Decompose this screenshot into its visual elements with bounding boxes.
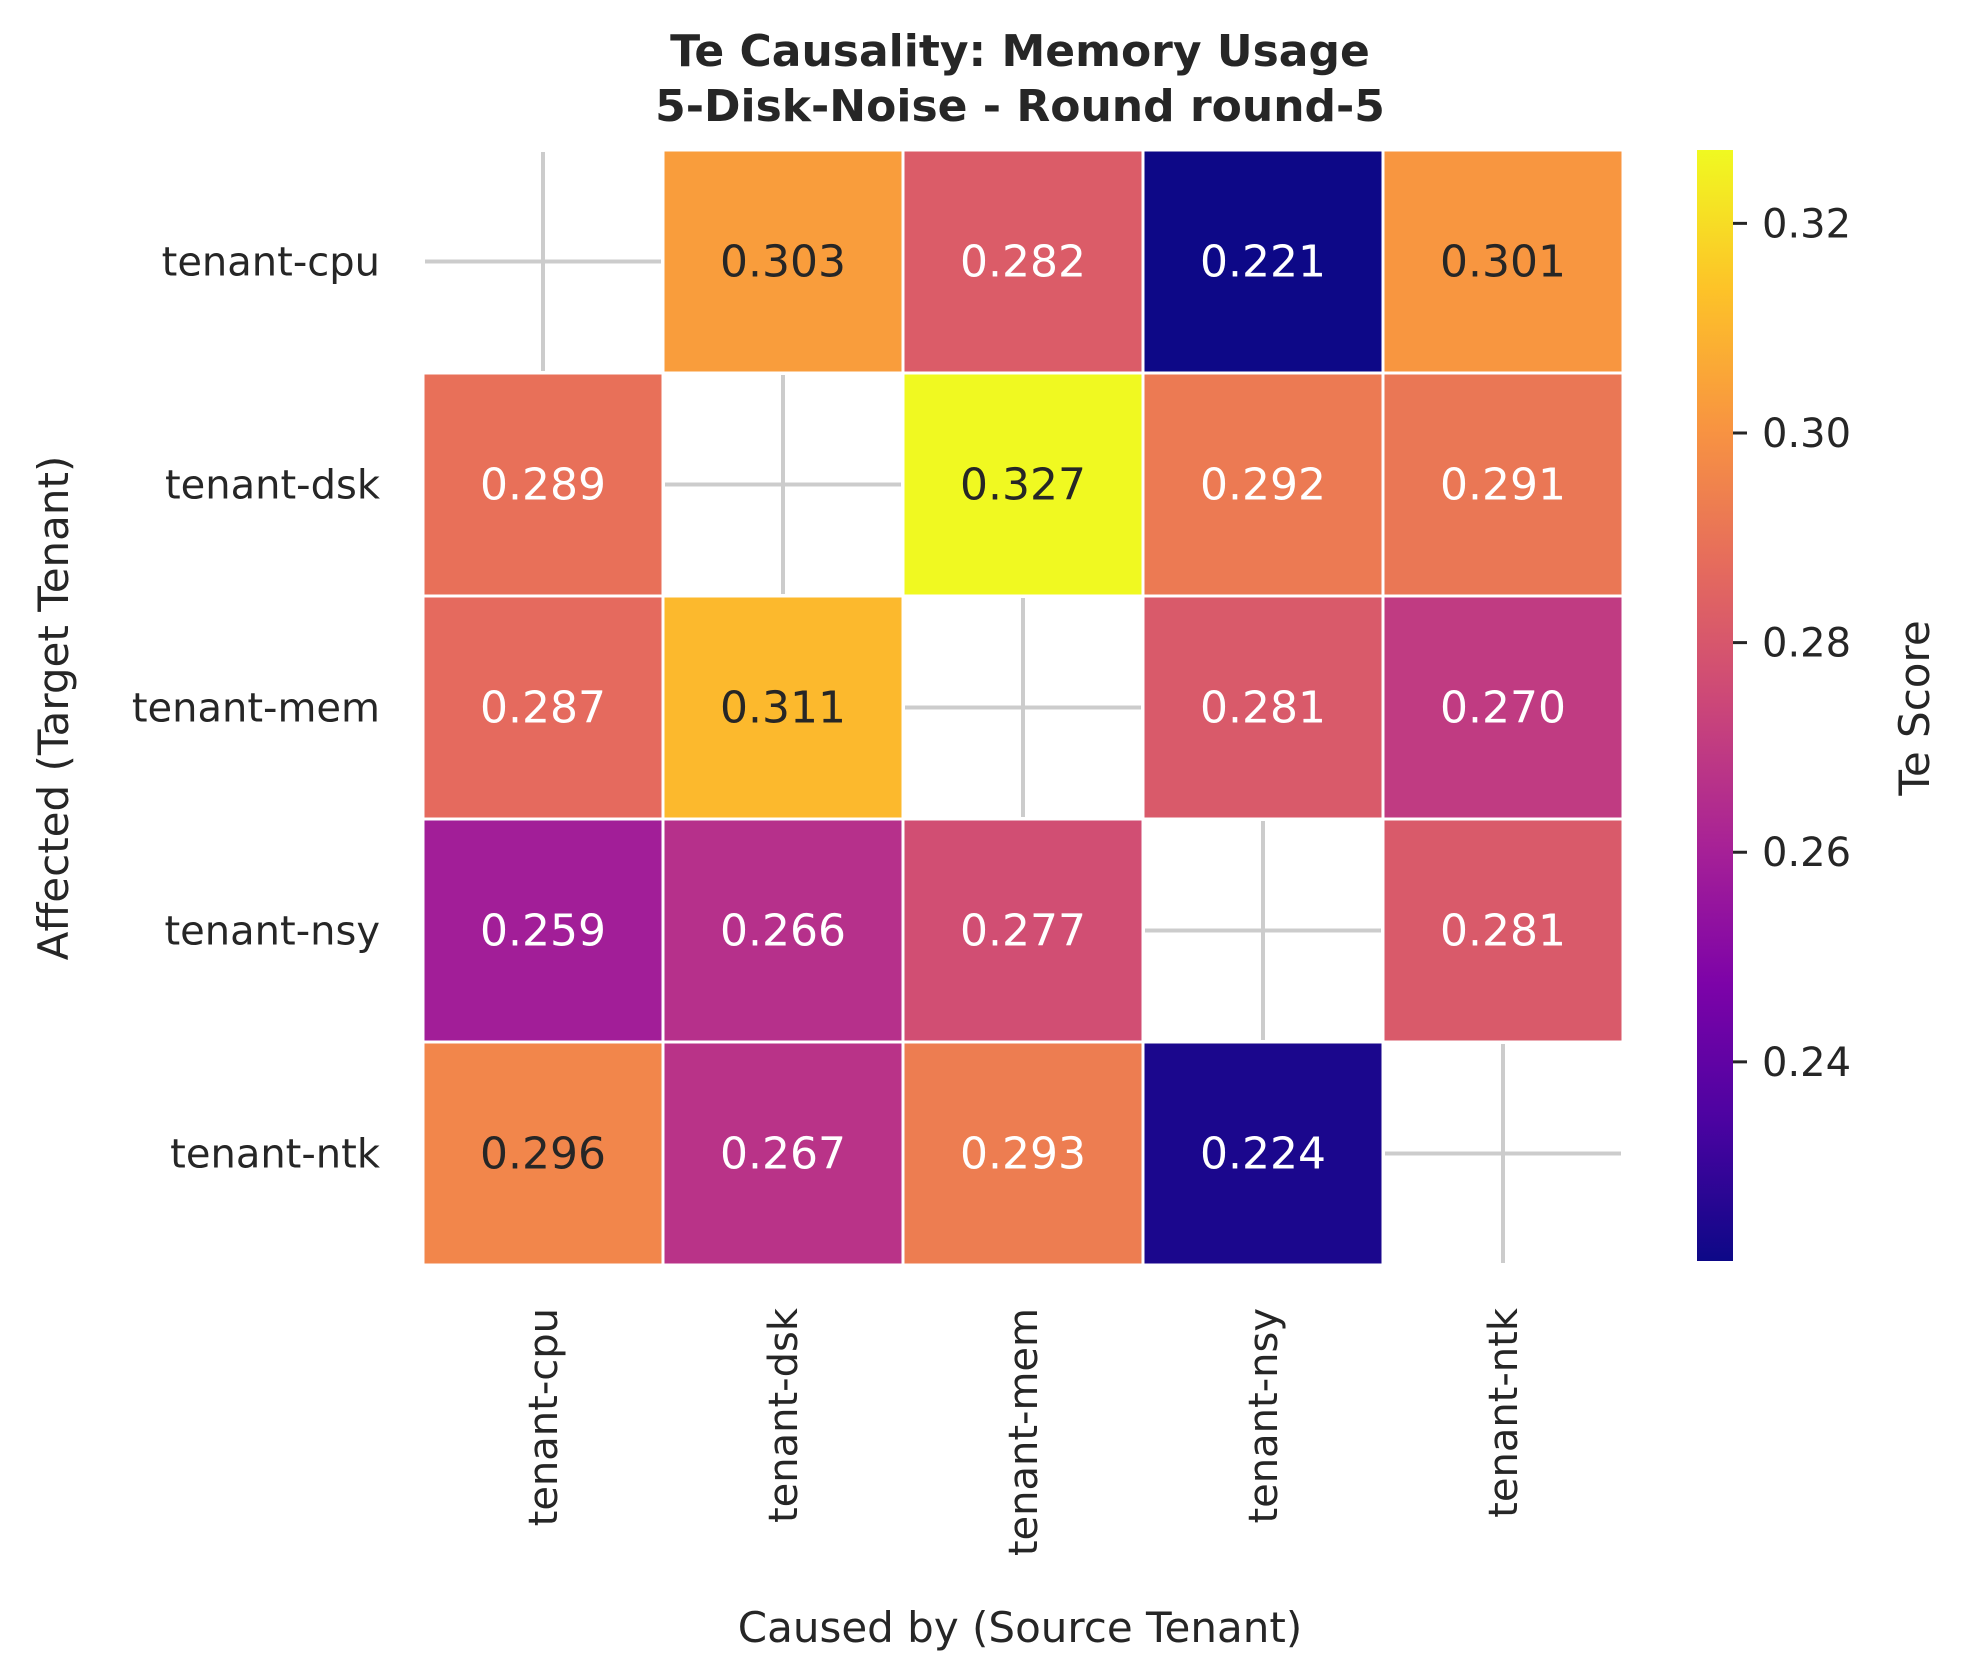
cell-value-label: 0.291 <box>1440 460 1566 511</box>
heatmap-cell <box>661 817 905 1044</box>
chart-subtitle: 5-Disk-Noise - Round round-5 <box>655 81 1385 132</box>
x-tick-label: tenant-cpu <box>521 1308 567 1526</box>
cell-value-label: 0.270 <box>1440 683 1566 734</box>
cell-value-label: 0.293 <box>960 1129 1086 1180</box>
heatmap-cell <box>421 594 665 821</box>
heatmap-cells: 0.303 0.282 0.221 0.301 0.289 0.327 0.292 0.291… <box>421 148 1625 1267</box>
cell-value-label: 0.292 <box>1200 460 1326 511</box>
colorbar-tick-label: 0.24 <box>1762 1040 1851 1086</box>
cell-value-label: 0.277 <box>960 906 1086 957</box>
heatmap-cell <box>901 1040 1145 1267</box>
x-tick-label: tenant-ntk <box>1481 1307 1527 1518</box>
heatmap-cell <box>421 371 665 598</box>
y-tick-label: tenant-dsk <box>165 463 381 509</box>
y-tick-label: tenant-cpu <box>162 240 380 286</box>
heatmap-cell <box>1381 148 1625 375</box>
colorbar-tick-label: 0.26 <box>1762 830 1851 876</box>
heatmap-cell <box>661 594 905 821</box>
colorbar-tick-label: 0.28 <box>1762 621 1851 667</box>
heatmap-cell <box>421 817 665 1044</box>
y-axis-label: Affected (Target Tenant) <box>29 456 78 961</box>
heatmap-cell <box>1141 594 1385 821</box>
colorbar-label: Te Score <box>1890 620 1939 796</box>
cell-value-label: 0.282 <box>960 237 1086 288</box>
cell-value-label: 0.289 <box>480 460 606 511</box>
heatmap-cell <box>1141 1040 1385 1267</box>
cell-value-label: 0.287 <box>480 683 606 734</box>
cell-value-label: 0.296 <box>480 1129 606 1180</box>
y-tick-label: tenant-ntk <box>170 1132 381 1178</box>
colorbar-tick-label: 0.32 <box>1762 201 1851 247</box>
cell-value-label: 0.267 <box>720 1129 846 1180</box>
heatmap-cell <box>661 148 905 375</box>
y-tick-labels: tenant-cpu tenant-dsk tenant-mem tenant-nsy… <box>132 240 381 1178</box>
heatmap-cell <box>1381 594 1625 821</box>
cell-value-label: 0.259 <box>480 906 606 957</box>
cell-value-label: 0.224 <box>1200 1129 1326 1180</box>
chart-title: Te Causality: Memory Usage <box>670 26 1370 77</box>
cell-value-label: 0.311 <box>720 683 846 734</box>
colorbar <box>1697 150 1733 1261</box>
heatmap-cell <box>901 148 1145 375</box>
heatmap-cell <box>1381 371 1625 598</box>
x-tick-labels: tenant-cpu tenant-dsk tenant-mem tenant-nsy… <box>521 1307 1527 1556</box>
cell-value-label: 0.266 <box>720 906 846 957</box>
heatmap-cell <box>1381 817 1625 1044</box>
colorbar-ticks: 0.24 0.26 0.28 0.30 0.32 <box>1733 201 1851 1086</box>
x-axis-label: Caused by (Source Tenant) <box>738 1603 1302 1652</box>
cell-value-label: 0.221 <box>1200 237 1326 288</box>
y-tick-label: tenant-nsy <box>165 909 381 955</box>
cell-value-label: 0.281 <box>1200 683 1326 734</box>
heatmap-cell <box>1141 148 1385 375</box>
heatmap-cell <box>901 371 1145 598</box>
heatmap-cell <box>661 1040 905 1267</box>
x-tick-label: tenant-dsk <box>761 1307 807 1523</box>
cell-value-label: 0.303 <box>720 237 846 288</box>
cell-value-label: 0.281 <box>1440 906 1566 957</box>
x-tick-label: tenant-mem <box>1001 1308 1047 1556</box>
heatmap-cell <box>901 817 1145 1044</box>
y-tick-label: tenant-mem <box>132 686 380 732</box>
cell-value-label: 0.301 <box>1440 237 1566 288</box>
x-tick-label: tenant-nsy <box>1241 1308 1287 1524</box>
heatmap-cell <box>421 1040 665 1267</box>
cell-value-label: 0.327 <box>960 460 1086 511</box>
colorbar-tick-label: 0.30 <box>1762 411 1851 457</box>
